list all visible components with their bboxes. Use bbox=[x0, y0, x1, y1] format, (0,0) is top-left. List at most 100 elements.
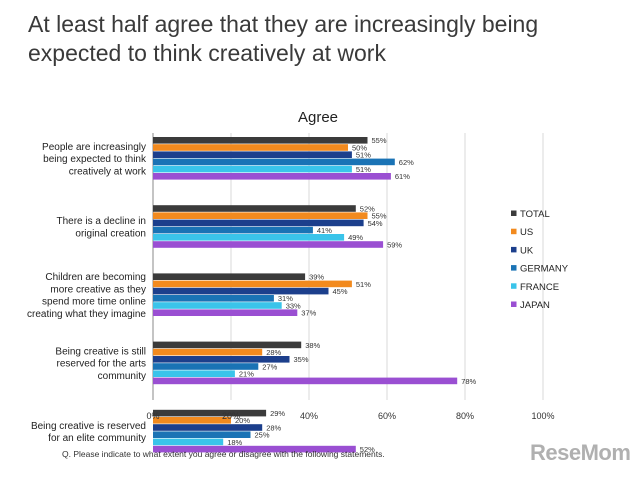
category-label: being expected to think bbox=[43, 154, 147, 165]
data-label: 35% bbox=[294, 355, 309, 364]
legend: TOTAL US UK GERMANY FRANCE JAPAN bbox=[511, 209, 569, 311]
bar-france bbox=[153, 370, 235, 377]
legend-swatch-germany bbox=[511, 265, 517, 271]
legend-label: JAPAN bbox=[520, 300, 550, 311]
category-label: There is a decline in bbox=[57, 216, 147, 227]
legend-label: UK bbox=[520, 245, 534, 256]
category-label: Being creative is still bbox=[55, 347, 146, 358]
bar-total bbox=[153, 205, 356, 212]
legend-label: FRANCE bbox=[520, 282, 559, 293]
category-label: Being creative is reserved bbox=[31, 421, 146, 432]
x-tick-label: 60% bbox=[378, 411, 396, 421]
bar-us bbox=[153, 348, 263, 356]
legend-swatch-uk bbox=[511, 246, 517, 253]
data-label: 50% bbox=[352, 143, 367, 152]
chart-title: Agree bbox=[298, 109, 338, 126]
data-label: 61% bbox=[395, 172, 410, 181]
legend-swatch-total bbox=[511, 210, 517, 216]
category-label: creatively at work bbox=[69, 166, 147, 177]
data-label: 38% bbox=[305, 341, 320, 350]
data-label: 28% bbox=[266, 348, 281, 357]
bar-uk bbox=[153, 424, 263, 431]
data-label: 20% bbox=[235, 416, 250, 425]
bar-france bbox=[153, 234, 345, 241]
headline: At least half agree that they are increa… bbox=[28, 10, 628, 68]
data-label: 33% bbox=[286, 301, 301, 310]
bar-germany bbox=[153, 295, 274, 302]
data-label: 52% bbox=[360, 445, 375, 454]
x-axis-ticks: 0% 20% 40% 60% 80% 100% bbox=[146, 411, 554, 421]
category-label: spend more time online bbox=[42, 297, 146, 308]
category-label: reserved for the arts bbox=[57, 359, 146, 370]
bar-japan bbox=[153, 445, 356, 453]
data-label: 78% bbox=[461, 377, 476, 386]
category-label: Children are becoming bbox=[45, 272, 146, 283]
footnote: Q. Please indicate to what extent you ag… bbox=[62, 449, 385, 459]
data-label: 39% bbox=[309, 273, 324, 282]
bar-france bbox=[153, 438, 224, 446]
bar-france bbox=[153, 165, 352, 173]
data-label: 29% bbox=[270, 409, 285, 418]
data-label: 55% bbox=[372, 136, 387, 145]
bar-us bbox=[153, 280, 352, 288]
bar-germany bbox=[153, 363, 259, 370]
data-label: 62% bbox=[399, 158, 414, 167]
bar-germany bbox=[153, 158, 395, 166]
data-label: 51% bbox=[356, 280, 371, 289]
category-label: community bbox=[98, 371, 146, 382]
bar-france bbox=[153, 302, 282, 309]
bar-us bbox=[153, 417, 231, 424]
data-label: 28% bbox=[266, 423, 281, 432]
bar-uk bbox=[153, 356, 290, 363]
bar-total bbox=[153, 137, 368, 144]
bar-japan bbox=[153, 173, 391, 180]
data-label: 37% bbox=[301, 309, 316, 318]
x-tick-label: 0% bbox=[146, 411, 159, 421]
bar-japan bbox=[153, 241, 384, 248]
bar-japan bbox=[153, 309, 298, 316]
data-label: 45% bbox=[333, 287, 348, 296]
data-label: 55% bbox=[372, 212, 387, 221]
data-label: 18% bbox=[227, 438, 242, 447]
legend-label: US bbox=[520, 227, 533, 238]
bar-germany bbox=[153, 431, 251, 438]
bar-uk bbox=[153, 287, 329, 295]
bar-total bbox=[153, 341, 302, 349]
bar-us bbox=[153, 212, 368, 219]
category-label: creating what they imagine bbox=[27, 309, 146, 320]
x-tick-label: 20% bbox=[222, 411, 240, 421]
bar-uk bbox=[153, 151, 352, 158]
legend-swatch-us bbox=[511, 228, 517, 235]
data-label: 54% bbox=[368, 219, 383, 228]
legend-label: TOTAL bbox=[520, 209, 550, 220]
headline-line-2: expected to think creatively at work bbox=[28, 40, 386, 66]
watermark-logo: ReseMom bbox=[530, 440, 631, 465]
x-tick-label: 80% bbox=[456, 411, 474, 421]
legend-swatch-france bbox=[511, 283, 517, 289]
data-label: 25% bbox=[255, 431, 270, 440]
data-label: 41% bbox=[317, 226, 332, 235]
bar-japan bbox=[153, 377, 458, 385]
category-label: original creation bbox=[75, 228, 146, 239]
bar-total bbox=[153, 273, 306, 280]
bars: 55%50%51%62%51%61%52%55%54%41%49%59%39%5… bbox=[153, 136, 477, 454]
category-label: People are increasingly bbox=[42, 142, 146, 153]
data-label: 59% bbox=[387, 240, 402, 249]
data-label: 51% bbox=[356, 151, 371, 160]
category-label: for an elite community bbox=[48, 433, 146, 444]
legend-swatch-japan bbox=[511, 301, 517, 307]
x-tick-label: 100% bbox=[531, 411, 554, 421]
data-label: 49% bbox=[348, 233, 363, 242]
data-label: 21% bbox=[239, 370, 254, 379]
bar-total bbox=[153, 409, 267, 417]
bar-germany bbox=[153, 226, 313, 234]
category-label: more creative as they bbox=[50, 284, 146, 295]
x-tick-label: 40% bbox=[300, 411, 318, 421]
bar-us bbox=[153, 144, 348, 151]
data-label: 51% bbox=[356, 165, 371, 174]
data-label: 27% bbox=[262, 362, 277, 371]
bar-uk bbox=[153, 219, 364, 227]
data-label: 31% bbox=[278, 294, 293, 303]
